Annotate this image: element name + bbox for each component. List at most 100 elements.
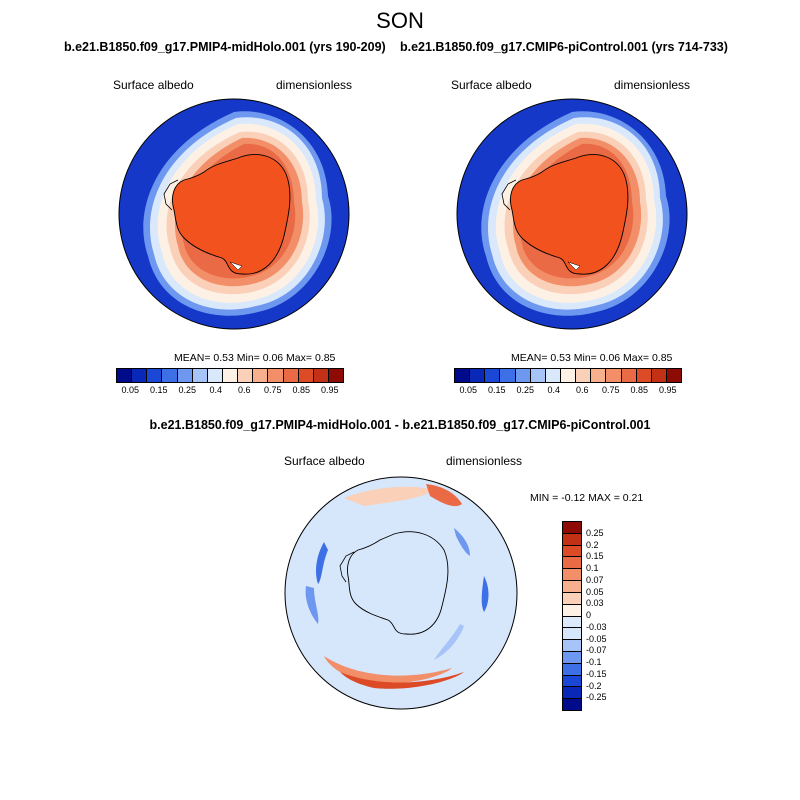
colorbar-tick-label: 0.85	[630, 385, 649, 395]
right-stats: MEAN= 0.53 Min= 0.06 Max= 0.85	[511, 352, 673, 364]
colorbar-tick-label: 0.6	[237, 385, 251, 395]
diff-colorbar: 0.25 0.2 0.15 0.1 0.07 0.05 0.03 0 -0.03 -0.05 -0.…	[562, 521, 607, 711]
right-case-title: b.e21.B1850.f09_g17.CMIP6-piControl.001 …	[400, 40, 728, 54]
figure-title: SON	[376, 8, 424, 33]
colorbar-tick-label: 0.4	[547, 385, 561, 395]
colorbar-swatch	[515, 369, 531, 382]
colorbar-swatch	[470, 369, 486, 382]
left-colorbar-swatches	[116, 368, 344, 383]
colorbar-swatch	[651, 369, 667, 382]
colorbar-swatch	[563, 675, 581, 688]
colorbar-swatch	[298, 369, 314, 382]
colorbar-swatch	[576, 369, 592, 382]
colorbar-tick-label: 0.6	[575, 385, 589, 395]
colorbar-swatch	[563, 640, 581, 652]
colorbar-swatch	[563, 628, 581, 641]
colorbar-tick-label: -0.05	[586, 633, 607, 644]
colorbar-tick-label: 0.15	[149, 385, 168, 395]
colorbar-tick-label: 0.25	[516, 385, 535, 395]
colorbar-swatch	[563, 569, 581, 582]
left-variable-label: Surface albedo	[113, 78, 194, 92]
right-colorbar-swatches	[454, 368, 682, 383]
right-colorbar-ticks: 0.05 0.15 0.25 0.4 0.6 0.75 0.85 0.95	[454, 383, 682, 397]
colorbar-swatch	[192, 369, 208, 382]
colorbar-tick-label: 0.75	[601, 385, 620, 395]
diff-colorbar-swatches	[562, 521, 582, 711]
colorbar-swatch	[563, 687, 581, 700]
colorbar-tick-label: 0.75	[263, 385, 282, 395]
colorbar-swatch	[606, 369, 622, 382]
colorbar-tick-label: -0.07	[586, 645, 607, 656]
colorbar-swatch	[563, 592, 581, 605]
diff-variable-label: Surface albedo	[284, 454, 365, 468]
colorbar-tick-label: 0.05	[459, 385, 478, 395]
colorbar-tick-label: 0	[586, 610, 592, 620]
colorbar-tick-label: 0.07	[586, 574, 604, 585]
colorbar-swatch	[455, 369, 471, 382]
colorbar-swatch	[147, 369, 163, 382]
colorbar-swatch	[177, 369, 193, 382]
right-variable-label: Surface albedo	[451, 78, 532, 92]
colorbar-swatch	[132, 369, 148, 382]
colorbar-tick-label: 0.4	[209, 385, 223, 395]
colorbar-swatch	[283, 369, 299, 382]
colorbar-swatch	[530, 369, 546, 382]
colorbar-swatch	[545, 369, 561, 382]
colorbar-tick-label: -0.15	[586, 668, 607, 679]
colorbar-swatch	[162, 369, 178, 382]
left-case-title: b.e21.B1850.f09_g17.PMIP4-midHolo.001 (y…	[64, 40, 386, 54]
colorbar-tick-label: 0.25	[178, 385, 197, 395]
colorbar-tick-label: 0.85	[292, 385, 311, 395]
colorbar-swatch	[563, 533, 581, 546]
colorbar-swatch	[636, 369, 652, 382]
colorbar-swatch	[563, 616, 581, 629]
colorbar-tick-label: 0.15	[586, 551, 604, 562]
colorbar-tick-label: -0.03	[586, 621, 607, 632]
left-colorbar: 0.05 0.15 0.25 0.4 0.6 0.75 0.85 0.95	[116, 368, 344, 397]
colorbar-tick-label: 0.05	[121, 385, 140, 395]
left-units-label: dimensionless	[276, 78, 353, 92]
left-albedo-map	[118, 98, 350, 330]
diff-units-label: dimensionless	[446, 454, 523, 468]
colorbar-swatch	[117, 369, 133, 382]
colorbar-tick-label: 0.2	[586, 539, 599, 550]
colorbar-tick-label: -0.1	[586, 657, 602, 667]
colorbar-swatch	[563, 557, 581, 570]
colorbar-swatch	[485, 369, 501, 382]
colorbar-swatch	[207, 369, 223, 382]
colorbar-tick-label: 0.05	[586, 586, 604, 597]
colorbar-swatch	[253, 369, 269, 382]
right-albedo-map	[456, 98, 688, 330]
colorbar-swatch	[563, 522, 581, 534]
left-stats: MEAN= 0.53 Min= 0.06 Max= 0.85	[174, 352, 336, 364]
colorbar-swatch	[328, 369, 344, 382]
colorbar-swatch	[563, 663, 581, 676]
colorbar-tick-label: 0.95	[658, 385, 677, 395]
colorbar-swatch	[591, 369, 607, 382]
colorbar-tick-label: 0.15	[487, 385, 506, 395]
right-colorbar: 0.05 0.15 0.25 0.4 0.6 0.75 0.85 0.95	[454, 368, 682, 397]
colorbar-swatch	[563, 651, 581, 664]
colorbar-tick-label: 0.95	[320, 385, 339, 395]
colorbar-swatch	[268, 369, 284, 382]
left-colorbar-ticks: 0.05 0.15 0.25 0.4 0.6 0.75 0.85 0.95	[116, 383, 344, 397]
colorbar-swatch	[500, 369, 516, 382]
colorbar-tick-label: 0.03	[586, 598, 604, 609]
colorbar-tick-label: 0.25	[586, 527, 604, 538]
colorbar-tick-label: -0.2	[586, 680, 602, 691]
colorbar-swatch	[313, 369, 329, 382]
colorbar-swatch	[563, 581, 581, 593]
colorbar-swatch	[222, 369, 239, 382]
colorbar-swatch	[563, 545, 581, 558]
diff-albedo-map	[284, 476, 518, 710]
colorbar-swatch	[238, 369, 254, 382]
colorbar-swatch	[563, 604, 581, 617]
diff-title: b.e21.B1850.f09_g17.PMIP4-midHolo.001 - …	[149, 418, 651, 432]
colorbar-tick-label: -0.25	[586, 692, 607, 703]
right-units-label: dimensionless	[614, 78, 691, 92]
colorbar-swatch	[563, 699, 581, 710]
diff-stats: MIN = -0.12 MAX = 0.21	[530, 492, 644, 504]
colorbar-swatch	[560, 369, 577, 382]
colorbar-swatch	[621, 369, 637, 382]
colorbar-tick-label: 0.1	[586, 563, 599, 573]
